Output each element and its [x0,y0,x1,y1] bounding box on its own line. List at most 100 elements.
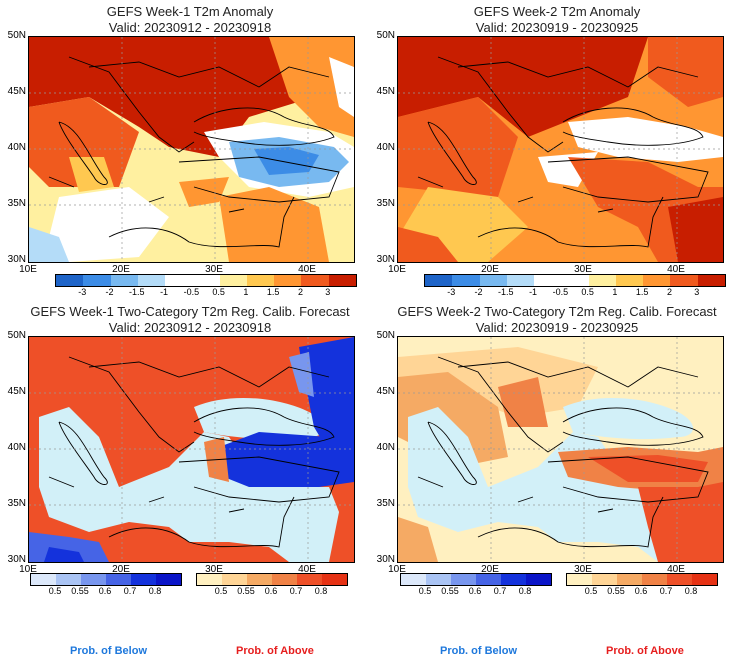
lon-label: 30E [574,564,592,575]
colorbar-swatch [617,574,642,585]
colorbar-tick-label: 2 [297,287,303,297]
colorbar-swatch [106,574,131,585]
colorbar-swatch [322,574,347,585]
colorbar-tick-label: 1 [612,287,618,297]
lon-label: 10E [388,264,406,275]
prob-above-colorbar-week2 [566,573,718,586]
colorbar-tick-label: 0.6 [264,586,278,596]
colorbar-swatch [165,275,193,286]
panel2-title: GEFS Week-2 T2m Anomaly Valid: 20230919 … [372,4,740,36]
colorbar-swatch [501,574,526,585]
colorbar-swatch [592,574,617,585]
lon-label: 40E [667,564,685,575]
lat-label: 45N [376,386,395,397]
colorbar-swatch [110,275,138,286]
colorbar-tick-label: 0.8 [314,586,328,596]
lat-label: 30N [7,554,26,565]
colorbar-tick-label: 1.5 [635,287,649,297]
colorbar-swatch [301,275,329,286]
colorbar-swatch [479,275,507,286]
colorbar-tick-label: 0.55 [237,586,255,596]
colorbar-swatch [83,275,111,286]
lon-label: 40E [667,264,685,275]
colorbar-tick-label: -0.5 [552,287,569,297]
lat-label: 45N [7,86,26,97]
lon-label: 30E [574,264,592,275]
map-week1-probability [28,336,355,563]
panel2-title-line2: Valid: 20230919 - 20230925 [475,20,639,35]
colorbar-tick-label: 0.6 [98,586,112,596]
anomaly-colorbar-week1 [55,274,357,287]
lon-label: 10E [388,564,406,575]
colorbar-swatch [567,574,592,585]
colorbar-swatch [197,574,222,585]
prob-below-label-week1: Prob. of Below [70,645,147,657]
colorbar-swatch [272,574,297,585]
colorbar-swatch [588,275,616,286]
colorbar-swatch [401,574,426,585]
colorbar-tick-label: 0.8 [684,586,698,596]
lon-label: 30E [205,564,223,575]
lat-label: 45N [376,86,395,97]
colorbar-tick-label: 0.55 [607,586,625,596]
colorbar-swatch [31,574,56,585]
panel3-title: GEFS Week-1 Two-Category T2m Reg. Calib.… [5,304,375,336]
colorbar-swatch [192,275,220,286]
lon-label: 10E [19,564,37,575]
lon-label: 20E [481,564,499,575]
lon-label: 10E [19,264,37,275]
colorbar-swatch [297,574,322,585]
colorbar-tick-label: 0.8 [518,586,532,596]
lat-label: 45N [7,386,26,397]
lat-label: 30N [7,254,26,265]
lat-label: 50N [376,30,395,41]
lat-label: 50N [7,30,26,41]
colorbar-swatch [56,275,84,286]
lat-label: 40N [376,442,395,453]
colorbar-swatch [452,275,480,286]
lat-label: 40N [376,142,395,153]
panel3-title-line1: GEFS Week-1 Two-Category T2m Reg. Calib.… [30,304,350,319]
colorbar-tick-label: 0.55 [71,586,89,596]
lon-label: 20E [481,264,499,275]
prob-below-colorbar-week1 [30,573,182,586]
colorbar-swatch [219,275,247,286]
colorbar-swatch [506,275,535,286]
colorbar-tick-label: -1.5 [129,287,145,297]
prob-above-label-week1: Prob. of Above [236,645,314,657]
colorbar-swatch [534,275,562,286]
colorbar-tick-label: 2 [666,287,672,297]
prob-above-colorbar-week1 [196,573,348,586]
panel4-title-line1: GEFS Week-2 Two-Category T2m Reg. Calib.… [397,304,717,319]
colorbar-swatch [697,275,725,286]
map-week1-anomaly [28,36,355,263]
colorbar-swatch [131,574,156,585]
colorbar-swatch [692,574,717,585]
map-week2-probability [397,336,724,563]
colorbar-tick-label: 0.8 [148,586,162,596]
colorbar-swatch [137,275,166,286]
colorbar-tick-label: -0.5 [183,287,200,297]
colorbar-swatch [156,574,181,585]
lat-label: 50N [376,330,395,341]
panel3-title-line2: Valid: 20230912 - 20230918 [108,320,272,335]
colorbar-tick-label: 0.7 [493,586,507,596]
lat-label: 35N [376,498,395,509]
colorbar-tick-label: -1 [529,287,538,297]
lon-label: 20E [112,264,130,275]
colorbar-swatch [274,275,302,286]
colorbar-tick-label: 1.5 [266,287,280,297]
colorbar-swatch [222,574,247,585]
colorbar-swatch [643,275,671,286]
colorbar-swatch [642,574,667,585]
colorbar-swatch [56,574,81,585]
colorbar-swatch [426,574,451,585]
colorbar-swatch [246,275,275,286]
lon-label: 40E [298,264,316,275]
colorbar-tick-label: 0.6 [634,586,648,596]
colorbar-tick-label: 0.7 [123,586,137,596]
lat-label: 35N [7,498,26,509]
panel1-title-line1: GEFS Week-1 T2m Anomaly [106,4,274,19]
lat-label: 30N [376,554,395,565]
colorbar-tick-label: -1.5 [498,287,514,297]
